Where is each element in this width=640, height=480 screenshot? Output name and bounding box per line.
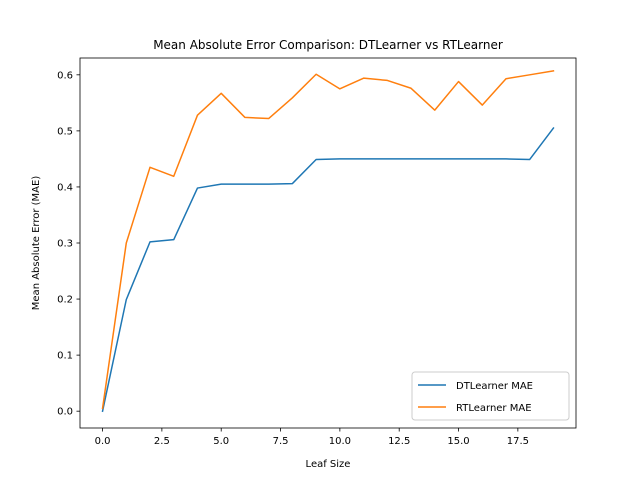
y-tick-label: 0.1 bbox=[57, 351, 73, 362]
x-tick-label: 5.0 bbox=[213, 436, 229, 447]
x-tick-label: 7.5 bbox=[273, 436, 289, 447]
x-tick-label: 2.5 bbox=[154, 436, 170, 447]
x-tick-label: 0.0 bbox=[95, 436, 111, 447]
legend: DTLearner MAE RTLearner MAE bbox=[411, 371, 570, 421]
y-axis: 0.0 0.1 0.2 0.3 0.4 0.5 0.6 bbox=[57, 70, 80, 418]
series-layer bbox=[101, 70, 555, 413]
y-tick-label: 0.4 bbox=[57, 182, 73, 193]
legend-label-rtlearner: RTLearner MAE bbox=[456, 403, 532, 414]
x-tick-label: 12.5 bbox=[388, 436, 410, 447]
y-tick-label: 0.5 bbox=[57, 126, 73, 137]
series-line-dtlearner-mae bbox=[101, 127, 555, 413]
y-axis-label: Mean Absolute Error (MAE) bbox=[31, 176, 42, 311]
x-tick-label: 17.5 bbox=[507, 436, 529, 447]
x-axis: 0.0 2.5 5.0 7.5 10.0 12.5 15.0 17.5 bbox=[95, 428, 529, 447]
y-tick-label: 0.2 bbox=[57, 295, 73, 306]
series-line-rtlearner-mae bbox=[101, 70, 555, 410]
legend-label-dtlearner: DTLearner MAE bbox=[456, 381, 533, 392]
legend-box bbox=[411, 371, 570, 421]
x-tick-label: 15.0 bbox=[447, 436, 469, 447]
x-axis-label: Leaf Size bbox=[306, 459, 351, 470]
y-tick-label: 0.0 bbox=[57, 407, 73, 418]
chart-title: Mean Absolute Error Comparison: DTLearne… bbox=[153, 38, 503, 52]
y-tick-label: 0.6 bbox=[57, 70, 73, 81]
x-tick-label: 10.0 bbox=[329, 436, 351, 447]
y-tick-label: 0.3 bbox=[57, 239, 73, 250]
